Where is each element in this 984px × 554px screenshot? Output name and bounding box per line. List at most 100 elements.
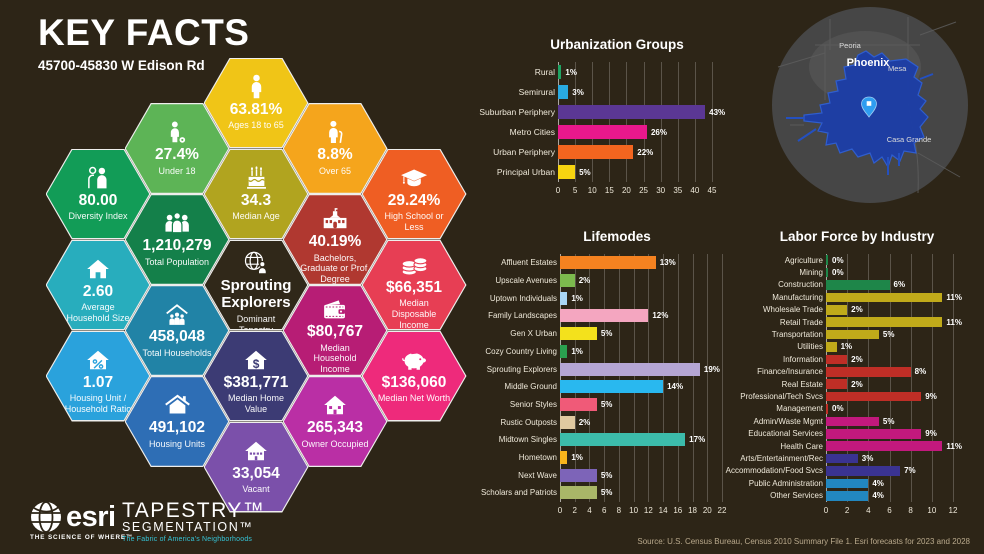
x-tick-label: 2 [844, 506, 850, 515]
bar [826, 441, 943, 451]
bar-value-label: 12% [652, 311, 669, 321]
bar [826, 280, 890, 290]
hex-tile: $80,767 Median Household Income [283, 286, 387, 375]
x-tick-label: 0 [555, 186, 561, 195]
x-tick-label: 5 [572, 186, 578, 195]
bar [826, 255, 828, 265]
gridline [589, 254, 591, 502]
person-cane-icon [322, 115, 348, 145]
category-label: Middle Ground [504, 382, 557, 392]
hex-vacant: 33,054 Vacant [203, 421, 309, 513]
bar [826, 491, 869, 501]
bar-value-label: 11% [946, 441, 962, 451]
category-label: Midtown Singles [498, 435, 557, 445]
bar [558, 64, 562, 80]
hex-tile: $66,351 Median Disposable Income [362, 240, 466, 330]
bar-value-label: 0% [832, 255, 844, 265]
esri-logo: esri THE SCIENCE OF WHERE™ [30, 501, 133, 541]
gridline [692, 254, 694, 502]
hex-value: $381,771 [223, 373, 289, 391]
hex-label: Median Disposable Income [391, 298, 437, 330]
x-tick-label: 10 [587, 186, 597, 195]
bar-value-label: 8% [914, 367, 927, 377]
x-tick-label: 22 [717, 505, 727, 515]
hex-bachelors-grad-prof-degree: 40.19% Bachelors, Graduate or Prof. Degre… [282, 194, 388, 285]
hex-value: 63.81% [229, 100, 283, 118]
hex-median-disposable-income: $66,351 Median Disposable Income [361, 239, 467, 331]
hex-value: $66,351 [385, 278, 443, 296]
category-label: Information [782, 354, 823, 364]
bar [560, 256, 656, 270]
wallet-icon [321, 297, 348, 322]
x-tick-label: 6 [887, 506, 892, 515]
hex-label: Average Household Size [66, 302, 130, 323]
chart-labor-force-by-industry: Labor Force by Industry 0 2 4 6 8 10 12 Agricul… [726, 228, 981, 518]
locator-map: Peoria Phoenix Mesa Casa Grande [770, 5, 970, 207]
house-windows-icon [243, 434, 269, 464]
hex-high-school-or-less: 29.24% High School or Less [361, 148, 467, 240]
hex-tile: 40.19% Bachelors, Graduate or Prof. Degre… [283, 195, 387, 285]
bar-value-label: 1% [840, 342, 853, 352]
chart-plot: 0 5 10 15 20 25 30 35 40 45 Rural 1% Semirural 3% Subu… [479, 62, 737, 198]
hex-label: Bachelors, Graduate or Prof. Degree [300, 252, 370, 285]
bar [826, 267, 828, 278]
x-tick-label: 0 [557, 505, 563, 515]
grad-cap-icon [400, 161, 428, 191]
gridline [575, 62, 577, 182]
bar-value-label: 1% [571, 346, 583, 356]
bar [560, 415, 575, 429]
hex-value: $80,767 [306, 323, 364, 341]
bar-value-label: 2% [578, 417, 591, 427]
bar-value-label: 4% [872, 491, 884, 501]
map-pin-icon [861, 96, 877, 118]
bar-value-label: 5% [579, 167, 591, 177]
bar [558, 124, 647, 140]
category-label: Urban Periphery [493, 147, 555, 157]
bar-value-label: 9% [925, 392, 937, 402]
x-tick-label: 16 [673, 505, 683, 515]
hex-housing-units: 491,102 Housing Units [124, 376, 230, 467]
category-label: Cozy Country Living [485, 346, 557, 356]
hex-owner-occupied: 265,343 Owner Occupied [282, 376, 388, 467]
chart-title: Lifemodes [583, 229, 651, 244]
gridline [648, 254, 650, 502]
page-title: KEY FACTS [38, 12, 250, 53]
bar [558, 144, 634, 160]
hex-label: Median Home Value [227, 393, 285, 414]
gridline [592, 62, 594, 182]
category-label: Metro Cities [509, 127, 555, 137]
hex-value: 40.19% [308, 233, 362, 251]
esri-tagline: THE SCIENCE OF WHERE™ [30, 534, 134, 541]
header: KEY FACTS 45700-45830 W Edison Rd [38, 12, 249, 73]
bar-value-label: 5% [600, 399, 613, 409]
category-label: Construction [778, 280, 823, 290]
x-tick-label: 8 [908, 506, 913, 515]
category-label: Admin/Waste Mgmt [753, 416, 824, 426]
x-tick-label: 15 [604, 186, 614, 195]
bar [826, 342, 837, 352]
x-tick-label: 20 [621, 186, 631, 195]
x-tick-label: 20 [702, 505, 712, 515]
gridline [931, 254, 933, 502]
category-label: Senior Styles [509, 399, 557, 409]
chart-plot: 0 2 4 6 8 10 12 14 16 18 20 22 Affluent Estates 13% Up… [481, 254, 737, 518]
bar-value-label: 11% [946, 317, 962, 327]
bar [560, 362, 700, 376]
hex-value: 1,210,279 [142, 237, 212, 255]
hex-value: 29.24% [387, 191, 441, 209]
category-label: Principal Urban [496, 167, 555, 177]
hex-value: 2.60 [82, 282, 114, 300]
map-label-phoenix: Phoenix [847, 57, 891, 69]
school-icon [321, 206, 349, 232]
tapestry-subtitle: SEGMENTATION™ [122, 520, 254, 534]
tapestry-segmentation-logo: TAPESTRY™ SEGMENTATION™ The Fabric of Am… [122, 500, 265, 543]
gridline [953, 254, 954, 502]
bar-value-label: 11% [946, 292, 962, 302]
hex-label: Dominant Tapestry [236, 314, 276, 329]
bar-value-label: 6% [893, 280, 906, 290]
hex-label: Median Net Worth [377, 393, 451, 404]
category-label: Semirural [518, 87, 555, 97]
house-percent-icon [85, 343, 111, 373]
bar-value-label: 17% [689, 435, 706, 445]
